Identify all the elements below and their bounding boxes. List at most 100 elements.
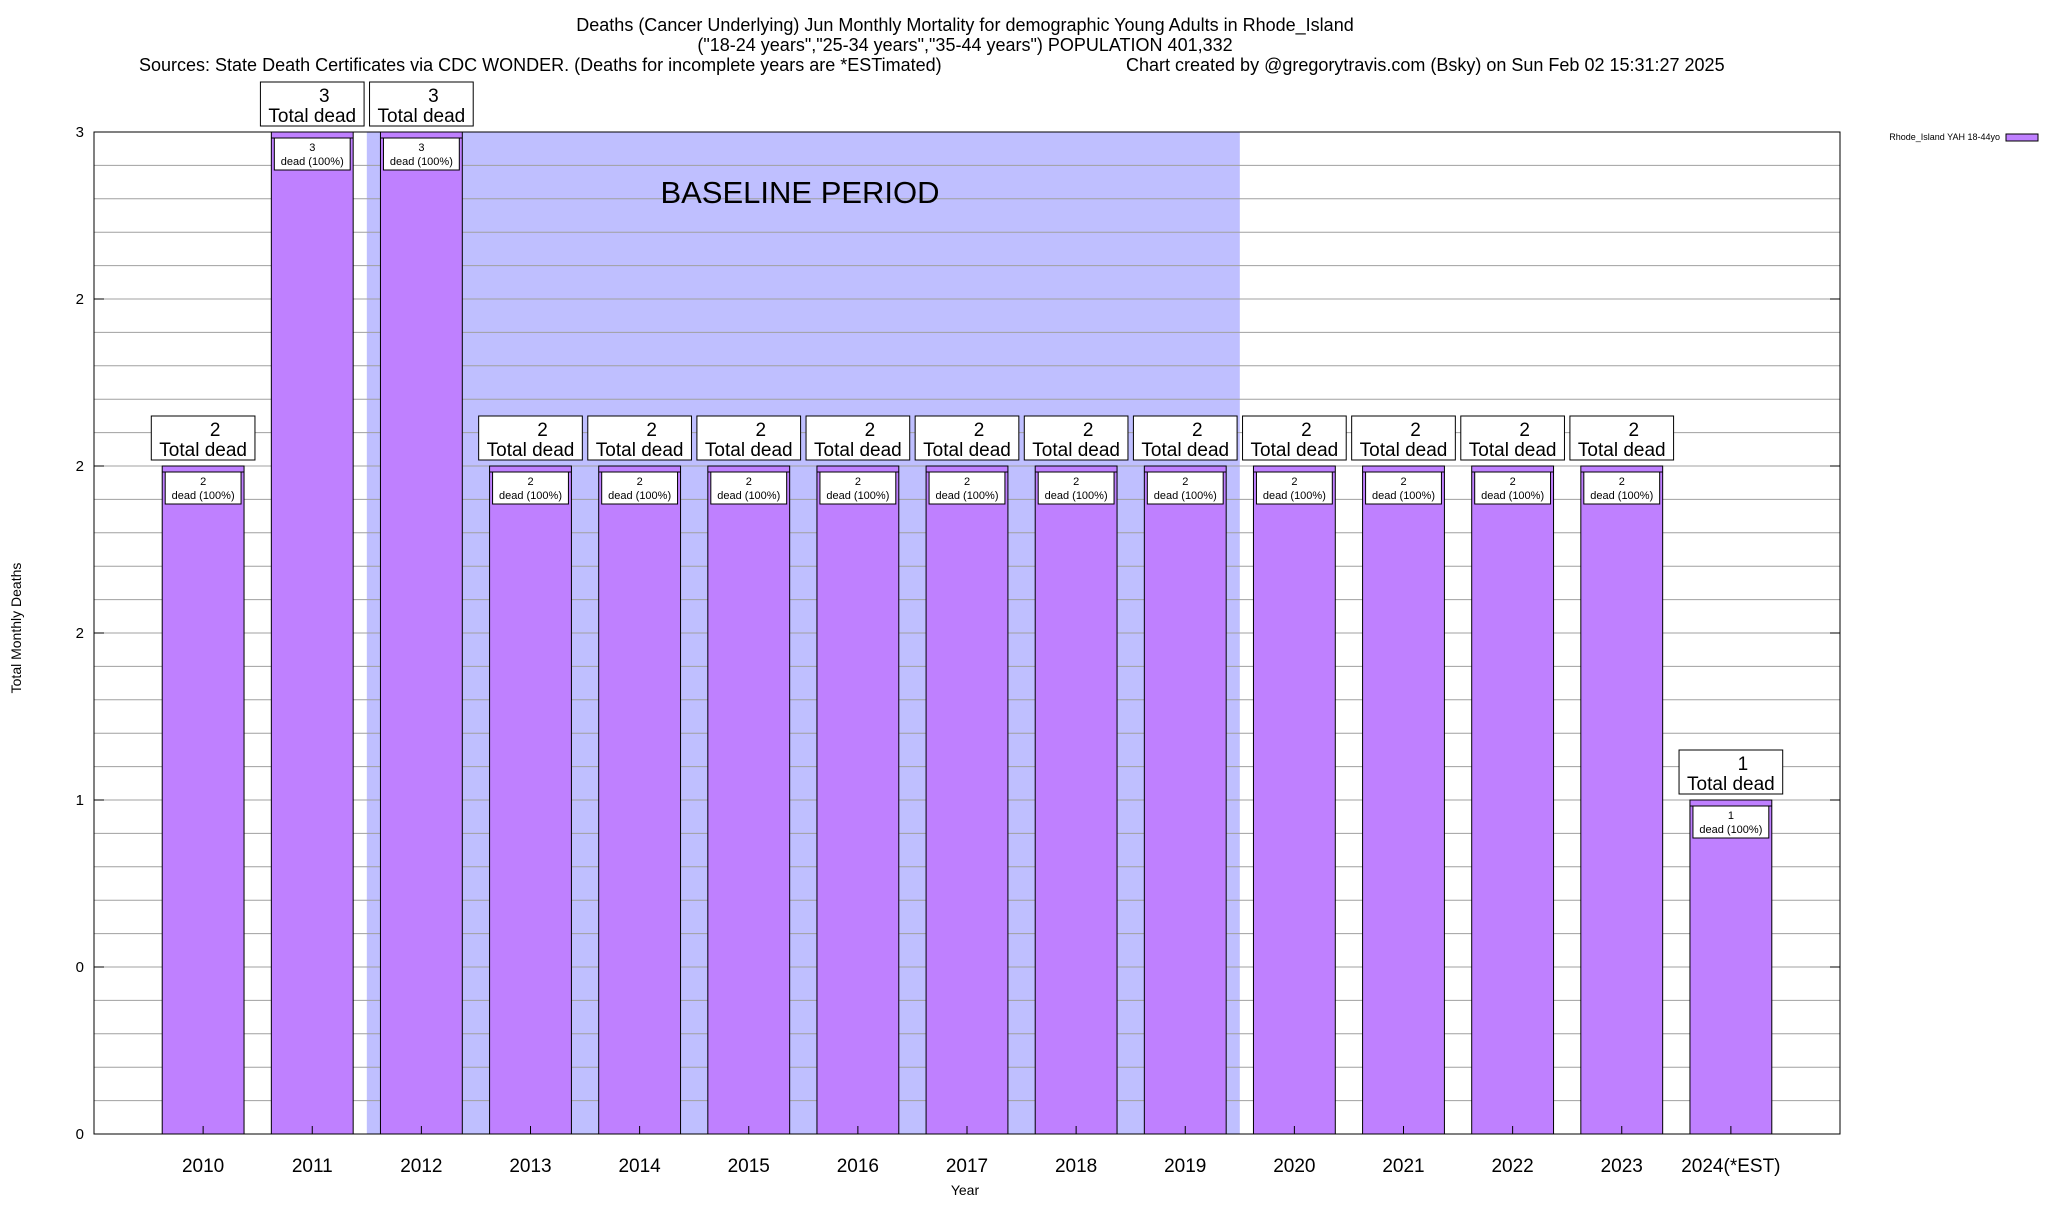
bar-label-box — [928, 471, 1006, 505]
x-axis-title: Year — [951, 1182, 980, 1198]
bar — [1252, 465, 1336, 1135]
x-tick-label: 2014 — [618, 1156, 661, 1177]
total-label-count: 2 — [865, 420, 876, 441]
total-label-text: Total dead — [596, 440, 684, 461]
total-label-count: 2 — [210, 420, 221, 441]
bar-label-text: dead (100%) — [1481, 490, 1544, 502]
total-label-text: Total dead — [378, 106, 466, 127]
total-label-text: Total dead — [1578, 440, 1666, 461]
total-label-box — [150, 415, 256, 461]
x-tick-label: 2023 — [1601, 1156, 1643, 1177]
bar-label-text: dead (100%) — [608, 490, 671, 502]
total-label-text: Total dead — [487, 440, 575, 461]
total-label-count: 2 — [755, 420, 766, 441]
chart-title-line-1: Deaths (Cancer Underlying) Jun Monthly M… — [576, 15, 1353, 36]
bar — [1143, 465, 1227, 1135]
x-tick-label: 2016 — [837, 1156, 879, 1177]
bar-label-text: dead (100%) — [1590, 490, 1653, 502]
bar — [1471, 465, 1555, 1135]
bar-label-count: 2 — [1510, 476, 1516, 488]
bar-label-text: dead (100%) — [1372, 490, 1435, 502]
bar-label-text: dead (100%) — [1263, 490, 1326, 502]
bar-label-box — [601, 471, 679, 505]
total-label-count: 2 — [1301, 420, 1312, 441]
bar-label-text: dead (100%) — [1154, 490, 1217, 502]
bar-label-box — [273, 137, 351, 171]
x-tick-label: 2012 — [400, 1156, 442, 1177]
x-tick-label: 2013 — [509, 1156, 551, 1177]
bar-label-count: 2 — [1291, 476, 1297, 488]
total-label-count: 3 — [428, 86, 439, 107]
bar-label-count: 2 — [1073, 476, 1079, 488]
bar-label-count: 2 — [637, 476, 643, 488]
bar-label-text: dead (100%) — [499, 490, 562, 502]
bar-label-box — [710, 471, 788, 505]
total-label-text: Total dead — [1687, 774, 1775, 795]
total-label-count: 3 — [319, 86, 330, 107]
x-tick-label: 2010 — [182, 1156, 224, 1177]
bar-label-box — [1474, 471, 1552, 505]
bar — [1580, 465, 1664, 1135]
bars-layer — [161, 131, 1773, 1135]
total-label-count: 2 — [1192, 420, 1203, 441]
bar — [598, 465, 682, 1135]
bar — [489, 465, 572, 1135]
bar-label-box — [1037, 471, 1115, 505]
total-label-text: Total dead — [1360, 440, 1448, 461]
total-label-count: 2 — [537, 420, 548, 441]
bar-label-count: 1 — [1728, 810, 1734, 822]
axes-layer: 0 0 1 2 2 2 3 2010 2011 2012 2013 2014 2015 2016 2017 2… — [76, 124, 1841, 1177]
x-tick-label: 2018 — [1055, 1156, 1097, 1177]
total-label-text: Total dead — [268, 106, 356, 127]
bar — [1689, 799, 1773, 1135]
x-tick-label: 2017 — [946, 1156, 988, 1177]
bar — [270, 131, 354, 1135]
bar-label-box — [1365, 471, 1442, 505]
total-label-text: Total dead — [705, 440, 793, 461]
bar — [816, 465, 900, 1135]
bar-label-box — [819, 471, 897, 505]
total-label-box — [1678, 749, 1784, 795]
bar — [707, 465, 791, 1135]
total-label-box — [259, 81, 365, 127]
bar-label-text: dead (100%) — [1045, 490, 1108, 502]
total-label-box — [478, 415, 583, 461]
x-tick-label: 2022 — [1491, 1156, 1533, 1177]
y-tick-label: 2 — [76, 291, 84, 308]
x-tick-label: 2019 — [1164, 1156, 1206, 1177]
bar — [379, 131, 463, 1135]
bar-label-count: 2 — [527, 476, 533, 488]
total-label-text: Total dead — [1251, 440, 1339, 461]
x-tick-label: 2020 — [1273, 1156, 1315, 1177]
y-tick-label: 0 — [76, 959, 84, 976]
total-label-box — [1132, 415, 1238, 461]
x-tick-label: 2024(*EST) — [1681, 1156, 1780, 1177]
y-tick-label: 3 — [76, 124, 84, 141]
x-tick-label: 2015 — [728, 1156, 770, 1177]
bar-label-text: dead (100%) — [172, 490, 235, 502]
total-label-box — [805, 415, 911, 461]
total-label-box — [1569, 415, 1675, 461]
total-label-count: 2 — [1410, 420, 1421, 441]
y-tick-label: 2 — [76, 625, 84, 642]
total-label-box — [1351, 415, 1456, 461]
bar — [1034, 465, 1118, 1135]
bar — [161, 465, 245, 1135]
bar-label-count: 2 — [855, 476, 861, 488]
legend-label: Rhode_Island YAH 18-44yo — [1889, 132, 2000, 142]
bar-label-count: 2 — [746, 476, 752, 488]
total-label-box — [1023, 415, 1129, 461]
total-label-text: Total dead — [923, 440, 1011, 461]
y-tick-label: 0 — [76, 1126, 84, 1143]
bar-label-count: 2 — [1619, 476, 1625, 488]
bar-label-box — [382, 137, 460, 171]
y-tick-label: 2 — [76, 458, 84, 475]
bar-label-box — [1692, 805, 1770, 839]
x-tick-label: 2021 — [1382, 1156, 1424, 1177]
bar-label-count: 2 — [1400, 476, 1406, 488]
bar-label-count: 2 — [1182, 476, 1188, 488]
bar-label-text: dead (100%) — [390, 156, 453, 168]
